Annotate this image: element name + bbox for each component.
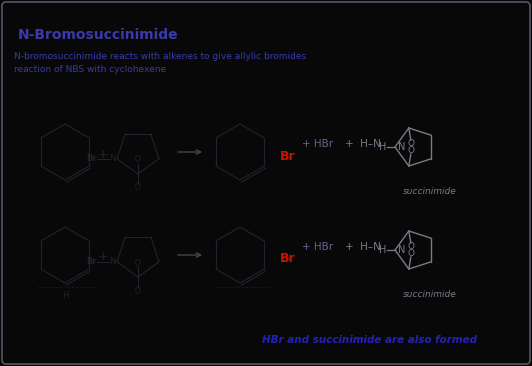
Text: Br: Br xyxy=(280,253,296,265)
Text: O: O xyxy=(135,287,141,295)
Text: Br: Br xyxy=(86,154,96,163)
Text: O: O xyxy=(408,146,414,154)
Text: +  H–N: + H–N xyxy=(345,139,381,149)
Text: +: + xyxy=(98,147,109,161)
Text: O: O xyxy=(408,139,414,149)
Text: +: + xyxy=(98,250,109,264)
Text: O: O xyxy=(135,258,141,268)
Text: Br: Br xyxy=(280,149,296,163)
Text: succinimide: succinimide xyxy=(403,187,457,196)
Text: O: O xyxy=(408,249,414,258)
Text: O: O xyxy=(135,183,141,193)
Text: N: N xyxy=(398,142,405,152)
Text: reaction of NBS with cyclohexene: reaction of NBS with cyclohexene xyxy=(14,65,166,74)
Text: HBr and succinimide are also formed: HBr and succinimide are also formed xyxy=(262,335,478,345)
Text: +  H–N: + H–N xyxy=(345,242,381,252)
Text: Br: Br xyxy=(86,257,96,266)
Text: N: N xyxy=(109,257,115,266)
Text: N-bromosuccinimide reacts with alkenes to give allylic bromides: N-bromosuccinimide reacts with alkenes t… xyxy=(14,52,306,61)
Text: O: O xyxy=(135,156,141,164)
Text: N-Bromosuccinimide: N-Bromosuccinimide xyxy=(18,28,179,42)
Text: H: H xyxy=(62,291,68,300)
Text: H: H xyxy=(379,245,387,255)
Text: H: H xyxy=(379,142,387,152)
Text: N: N xyxy=(398,245,405,255)
Text: succinimide: succinimide xyxy=(403,290,457,299)
Text: + HBr: + HBr xyxy=(302,139,333,149)
Text: O: O xyxy=(408,243,414,251)
Text: + HBr: + HBr xyxy=(302,242,333,252)
Text: N: N xyxy=(109,154,115,163)
